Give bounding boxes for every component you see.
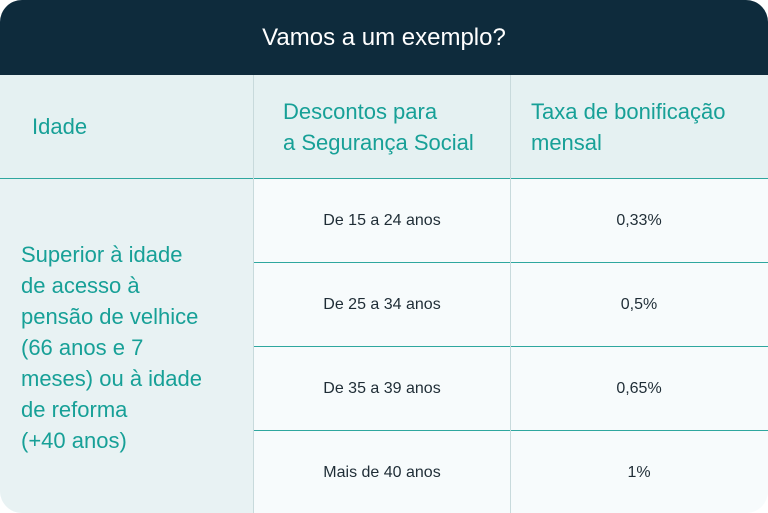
age-condition-line: Superior à idade — [21, 242, 183, 267]
header-divider — [0, 178, 768, 179]
header-discounts-line-2: a Segurança Social — [283, 129, 474, 155]
age-condition-line: meses) ou à idade — [21, 366, 202, 391]
age-condition-line: de acesso à — [21, 273, 140, 298]
header-discounts: Descontos para a Segurança Social — [283, 75, 503, 178]
header-rate: Taxa de bonificação mensal — [531, 75, 761, 178]
discounts-cell: Mais de 40 anos — [323, 464, 441, 481]
age-condition-cell — [0, 179, 253, 513]
header-age: Idade — [32, 114, 88, 139]
table-row: De 25 a 34 anos 0,5% — [254, 263, 768, 347]
header-rate-line-1: Taxa de bonificação — [531, 98, 726, 124]
age-condition-line: pensão de velhice — [21, 304, 199, 329]
column-divider — [253, 75, 254, 513]
header-rate-line-2: mensal — [531, 129, 602, 155]
discounts-cell: De 25 a 34 anos — [323, 296, 441, 313]
row-divider — [254, 430, 768, 431]
discounts-cell: De 15 a 24 anos — [323, 212, 441, 229]
age-condition-line: (66 anos e 7 — [21, 335, 144, 360]
header-discounts-line-1: Descontos para — [283, 98, 438, 124]
discounts-cell: De 35 a 39 anos — [323, 380, 441, 397]
age-condition-line: de reforma — [21, 397, 128, 422]
row-divider — [254, 346, 768, 347]
age-condition-text: Superior à idade de acesso à pensão de v… — [21, 239, 249, 456]
table-row: De 15 a 24 anos 0,33% — [254, 179, 768, 263]
table-row: Mais de 40 anos 1% — [254, 431, 768, 513]
table-header-row: Idade Descontos para a Segurança Social … — [0, 75, 768, 178]
column-divider — [510, 75, 511, 513]
table-row: De 35 a 39 anos 0,65% — [254, 347, 768, 431]
age-condition-line: (+40 anos) — [21, 428, 127, 453]
rate-cell: 1% — [627, 464, 651, 481]
rate-cell: 0,33% — [616, 212, 662, 229]
rate-cell: 0,65% — [616, 380, 662, 397]
rate-cell: 0,5% — [620, 296, 658, 313]
table-title: Vamos a um exemplo? — [0, 0, 768, 75]
row-divider — [254, 262, 768, 263]
